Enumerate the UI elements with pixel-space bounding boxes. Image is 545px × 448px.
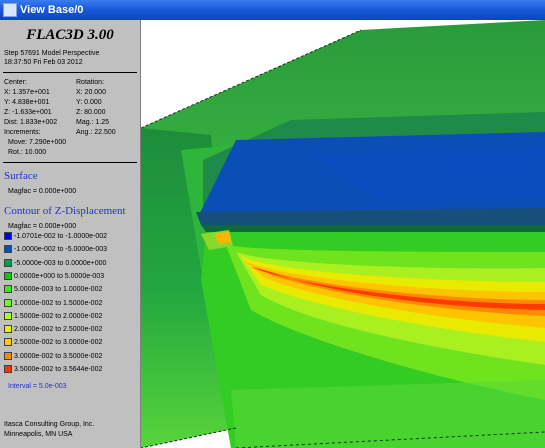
legend-item: 2.5000e-002 to 3.0000e-002 [4,338,138,347]
company-name: Itasca Consulting Group, Inc. [4,421,95,428]
contour-plot [141,20,545,448]
model-edge [141,29,362,129]
legend-item: -5.0000e-003 to 0.0000e+000 [4,258,138,268]
divider [3,162,137,163]
rotation-label: Rotation: [76,79,105,86]
window-title: View Base/0 [20,4,84,16]
lower-model-region [231,380,545,448]
rot-value: Rot.: 10.000 [8,149,47,156]
legend-label: 0.0000e+000 to 5.0000e-003 [14,272,105,280]
contour-magfac: Magfac = 0.000e+000 [8,223,77,230]
tunnel-roof-edge [201,225,545,232]
window-icon [3,3,17,17]
legend-swatch [4,365,12,373]
legend-label: 1.0000e-002 to 1.5000e-002 [14,299,103,307]
legend-swatch [4,258,12,267]
surface-title: Surface [4,170,38,182]
angle: Ang.: 22.500 [76,129,116,136]
legend-item: 5.0000e-003 to 1.0000e-002 [4,285,138,294]
center-x: X: 1.357e+001 [4,89,50,96]
legend-swatch [4,245,12,254]
legend-swatch [4,232,12,240]
distance: Dist: 1.833e+002 [4,119,58,126]
legend-label: -1.0701e-002 to -1.0000e-002 [14,233,108,240]
legend-item: 1.0000e-002 to 1.5000e-002 [4,298,138,308]
model-edge [141,427,237,448]
legend-item: 3.0000e-002 to 3.5000e-002 [4,351,138,361]
surface-magfac: Magfac = 0.000e+000 [8,188,77,195]
increments-label: Increments: [4,129,41,136]
legend-item: -1.0000e-002 to -5.0000e-003 [4,245,138,254]
legend-swatch [4,271,12,280]
model-viewport[interactable] [141,20,545,448]
title-bar[interactable]: View Base/0 [0,0,545,20]
legend-label: -5.0000e-003 to 0.0000e+000 [14,259,107,267]
center-z: Z: -1.633e+001 [4,109,52,116]
rotation-x: X: 20.000 [76,89,106,96]
divider [3,72,137,73]
legend-item: 2.0000e-002 to 2.5000e-002 [4,325,138,334]
legend-item: -1.0701e-002 to -1.0000e-002 [4,232,138,241]
legend-panel: FLAC3D 3.00 Step 57691 Model Perspective… [0,20,141,448]
legend-item: 0.0000e+000 to 5.0000e-003 [4,271,138,281]
legend-swatch [4,311,12,320]
legend-label: 3.5000e-002 to 3.5644e-002 [14,366,103,373]
negative-displacement-inner [311,148,545,202]
legend-swatch [4,351,12,360]
contour-title: Contour of Z-Displacement [4,205,126,217]
corner-detail [215,232,231,244]
legend-item: 1.5000e-002 to 2.0000e-002 [4,311,138,321]
magnification: Mag.: 1.25 [76,119,110,126]
max-displacement-band [251,267,545,310]
legend-label: 2.5000e-002 to 3.0000e-002 [14,339,103,347]
tunnel-roof-edge [196,208,545,225]
legend-swatch [4,298,12,307]
legend-item: 3.5000e-002 to 3.5644e-002 [4,365,138,374]
company-location: Minneapolis, MN USA [4,431,73,438]
interval: Interval = 5.0e-003 [8,383,67,390]
legend-label: 2.0000e-002 to 2.5000e-002 [14,326,103,334]
center-y: Y: 4.838e+001 [4,99,50,106]
move-value: Move: 7.290e+000 [8,139,67,146]
rotation-y: Y: 0.000 [76,99,102,106]
step-line: Step 57691 Model Perspective [4,50,100,57]
legend-swatch [4,338,12,347]
center-label: Center: [4,79,27,86]
legend-swatch [4,325,12,334]
legend-label: 3.0000e-002 to 3.5000e-002 [14,352,103,360]
legend-label: 5.0000e-003 to 1.0000e-002 [14,286,103,294]
app-title: FLAC3D 3.00 [26,27,114,43]
timestamp: 18:37:50 Fri Feb 03 2012 [4,59,83,66]
legend-label: 1.5000e-002 to 2.0000e-002 [14,312,103,320]
rotation-z: Z: 80.000 [76,109,106,116]
legend-swatch [4,285,12,294]
legend-label: -1.0000e-002 to -5.0000e-003 [14,246,108,254]
